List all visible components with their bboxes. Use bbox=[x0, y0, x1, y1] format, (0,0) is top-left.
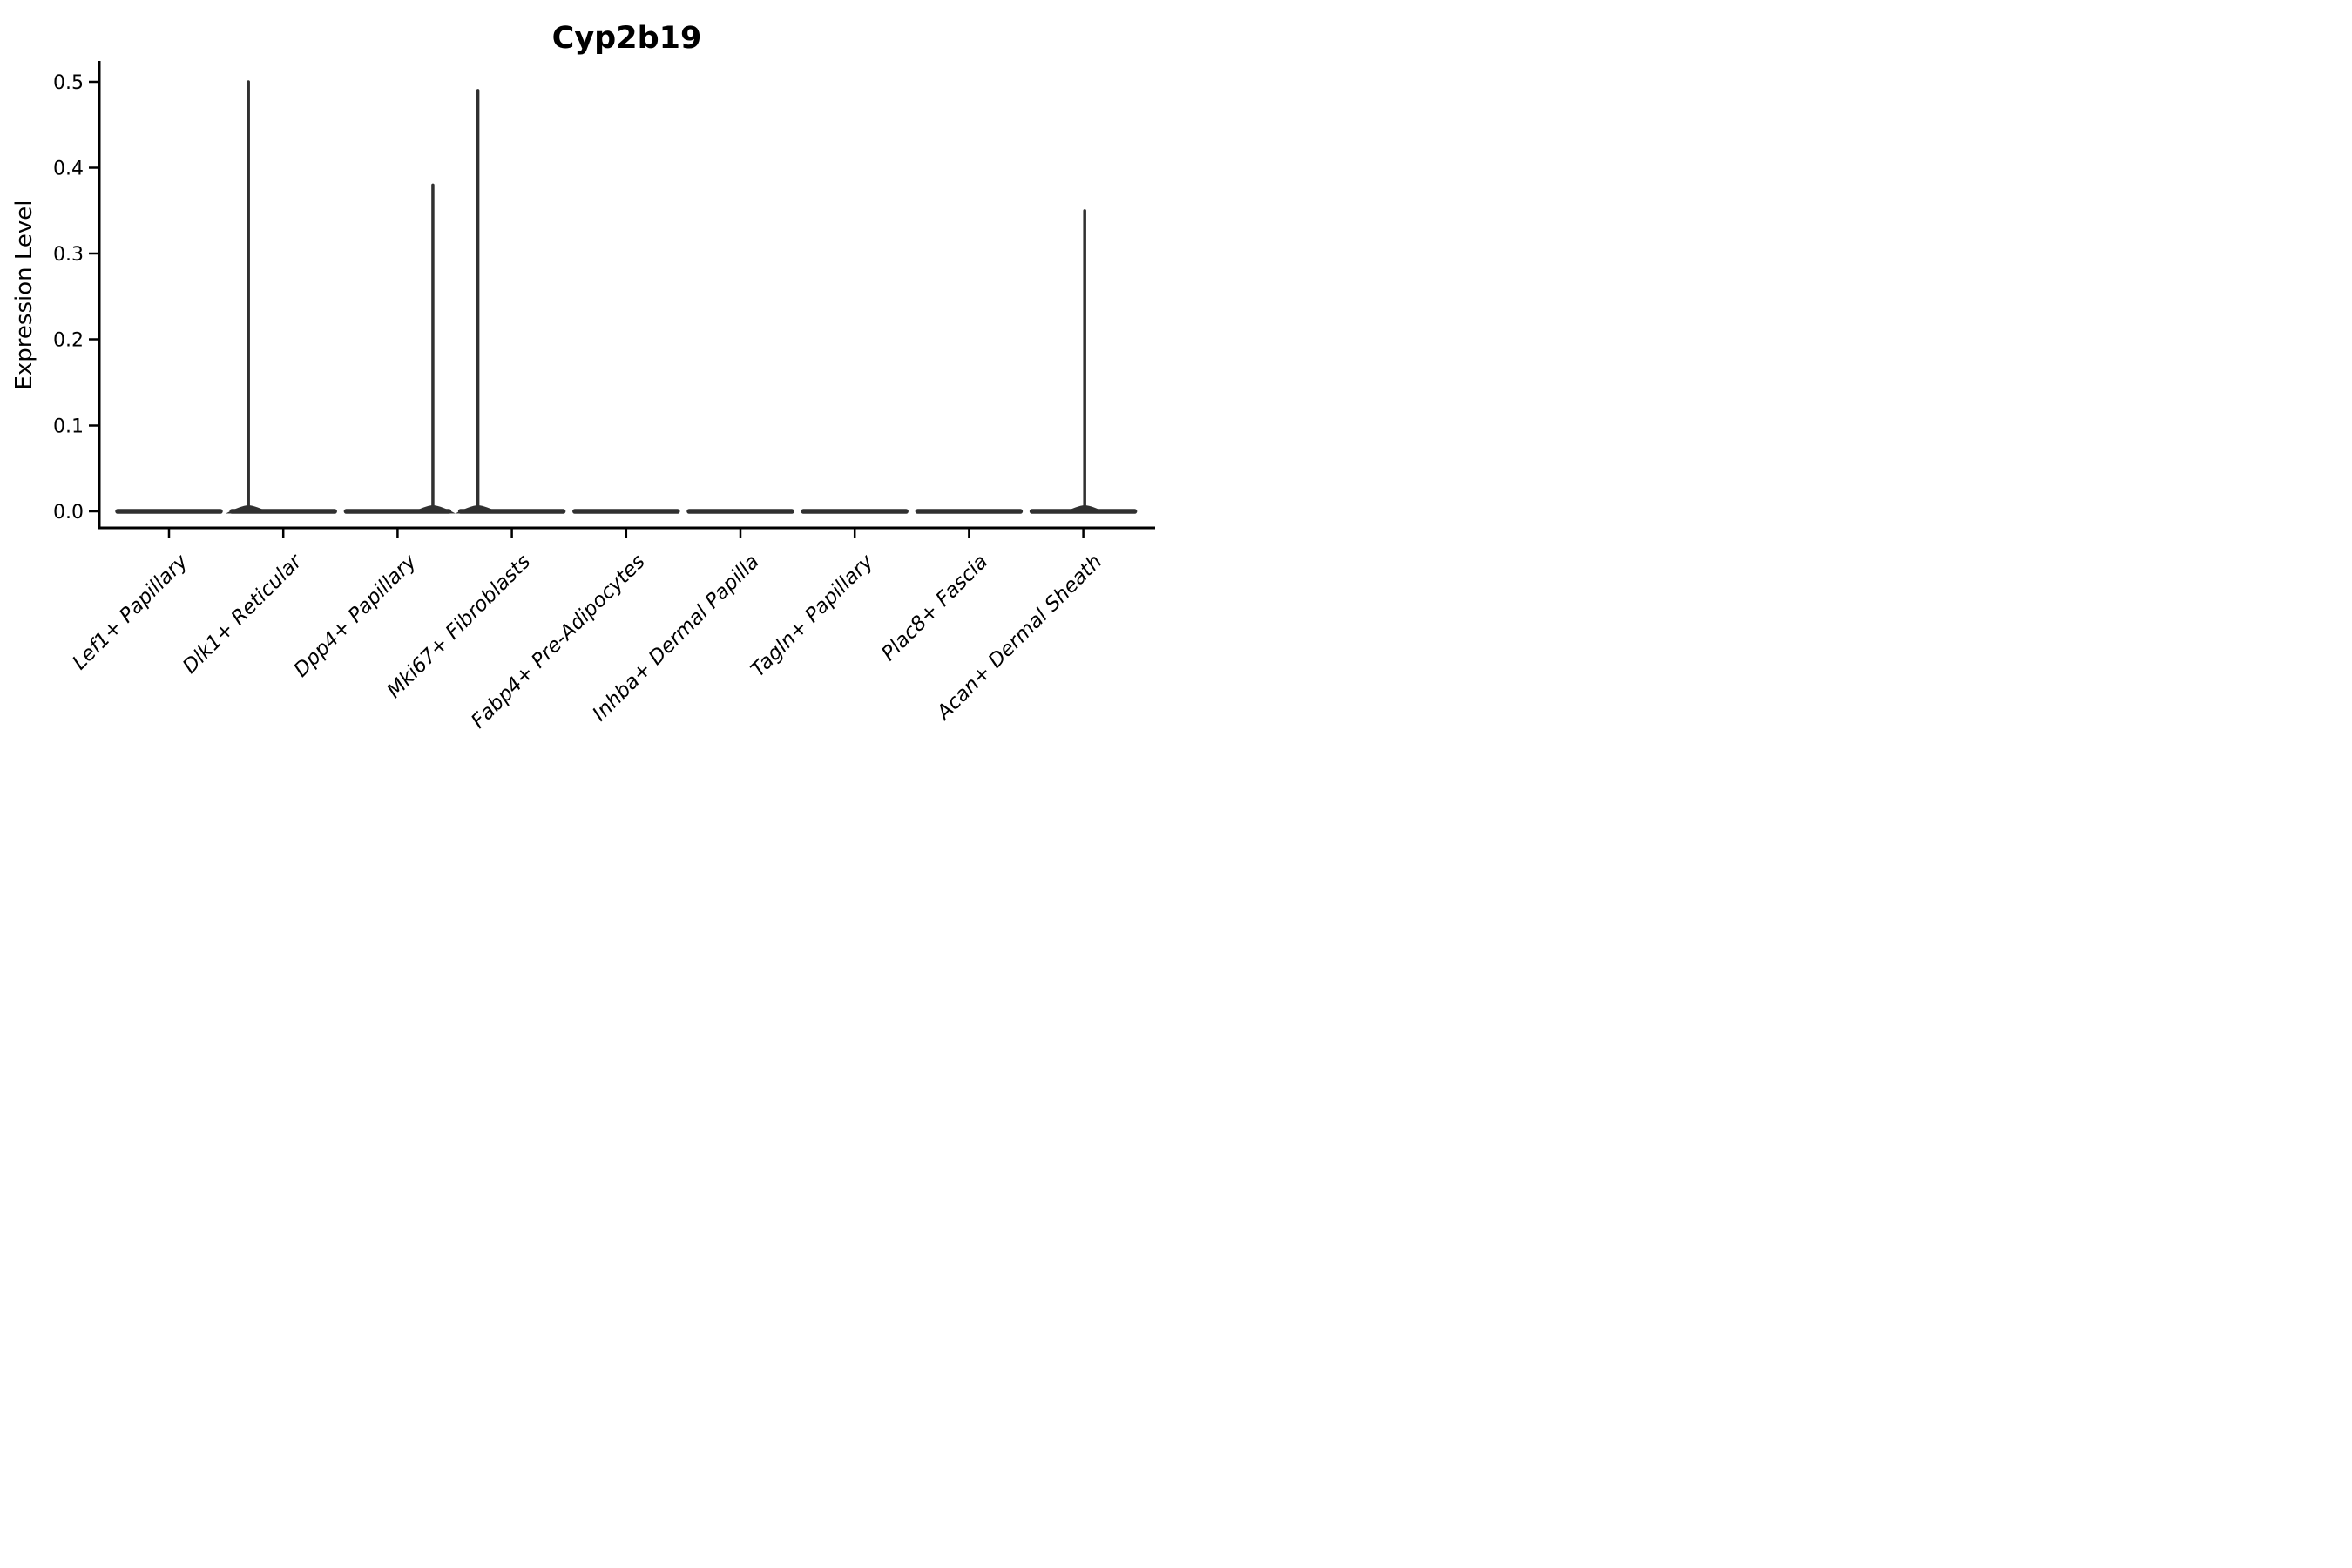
violin-plot-figure: Cyp2b19 Expression Level 0.5 0.4 0.3 0.2… bbox=[0, 0, 1176, 784]
y-tick-label: 0.2 bbox=[53, 330, 84, 352]
x-tick-label: Dpp4+ Papillary bbox=[290, 551, 422, 682]
x-tick-label: Dlk1+ Reticular bbox=[179, 550, 308, 679]
y-axis-tick-labels: 0.5 0.4 0.3 0.2 0.1 0.0 bbox=[53, 72, 84, 524]
x-axis-ticks bbox=[167, 528, 1085, 538]
y-tick-label: 0.5 bbox=[53, 72, 84, 94]
y-axis-label: Expression Level bbox=[11, 199, 37, 389]
violins bbox=[115, 80, 1138, 514]
x-tick-label: Tagln+ Papillary bbox=[747, 551, 878, 682]
x-tick-label: Lef1+ Papillary bbox=[68, 551, 193, 675]
violin-plot-canvas: Cyp2b19 Expression Level 0.5 0.4 0.3 0.2… bbox=[11, 21, 1155, 733]
x-axis-tick-labels: Lef1+ Papillary Dlk1+ Reticular Dpp4+ Pa… bbox=[68, 550, 1106, 733]
y-tick-label: 0.1 bbox=[53, 416, 84, 438]
y-tick-label: 0.4 bbox=[53, 159, 84, 180]
y-tick-label: 0.3 bbox=[53, 244, 84, 266]
x-tick-label: Plac8+ Fascia bbox=[877, 551, 992, 666]
y-axis-ticks bbox=[89, 80, 99, 513]
chart-title: Cyp2b19 bbox=[552, 21, 702, 56]
y-tick-label: 0.0 bbox=[53, 502, 84, 524]
